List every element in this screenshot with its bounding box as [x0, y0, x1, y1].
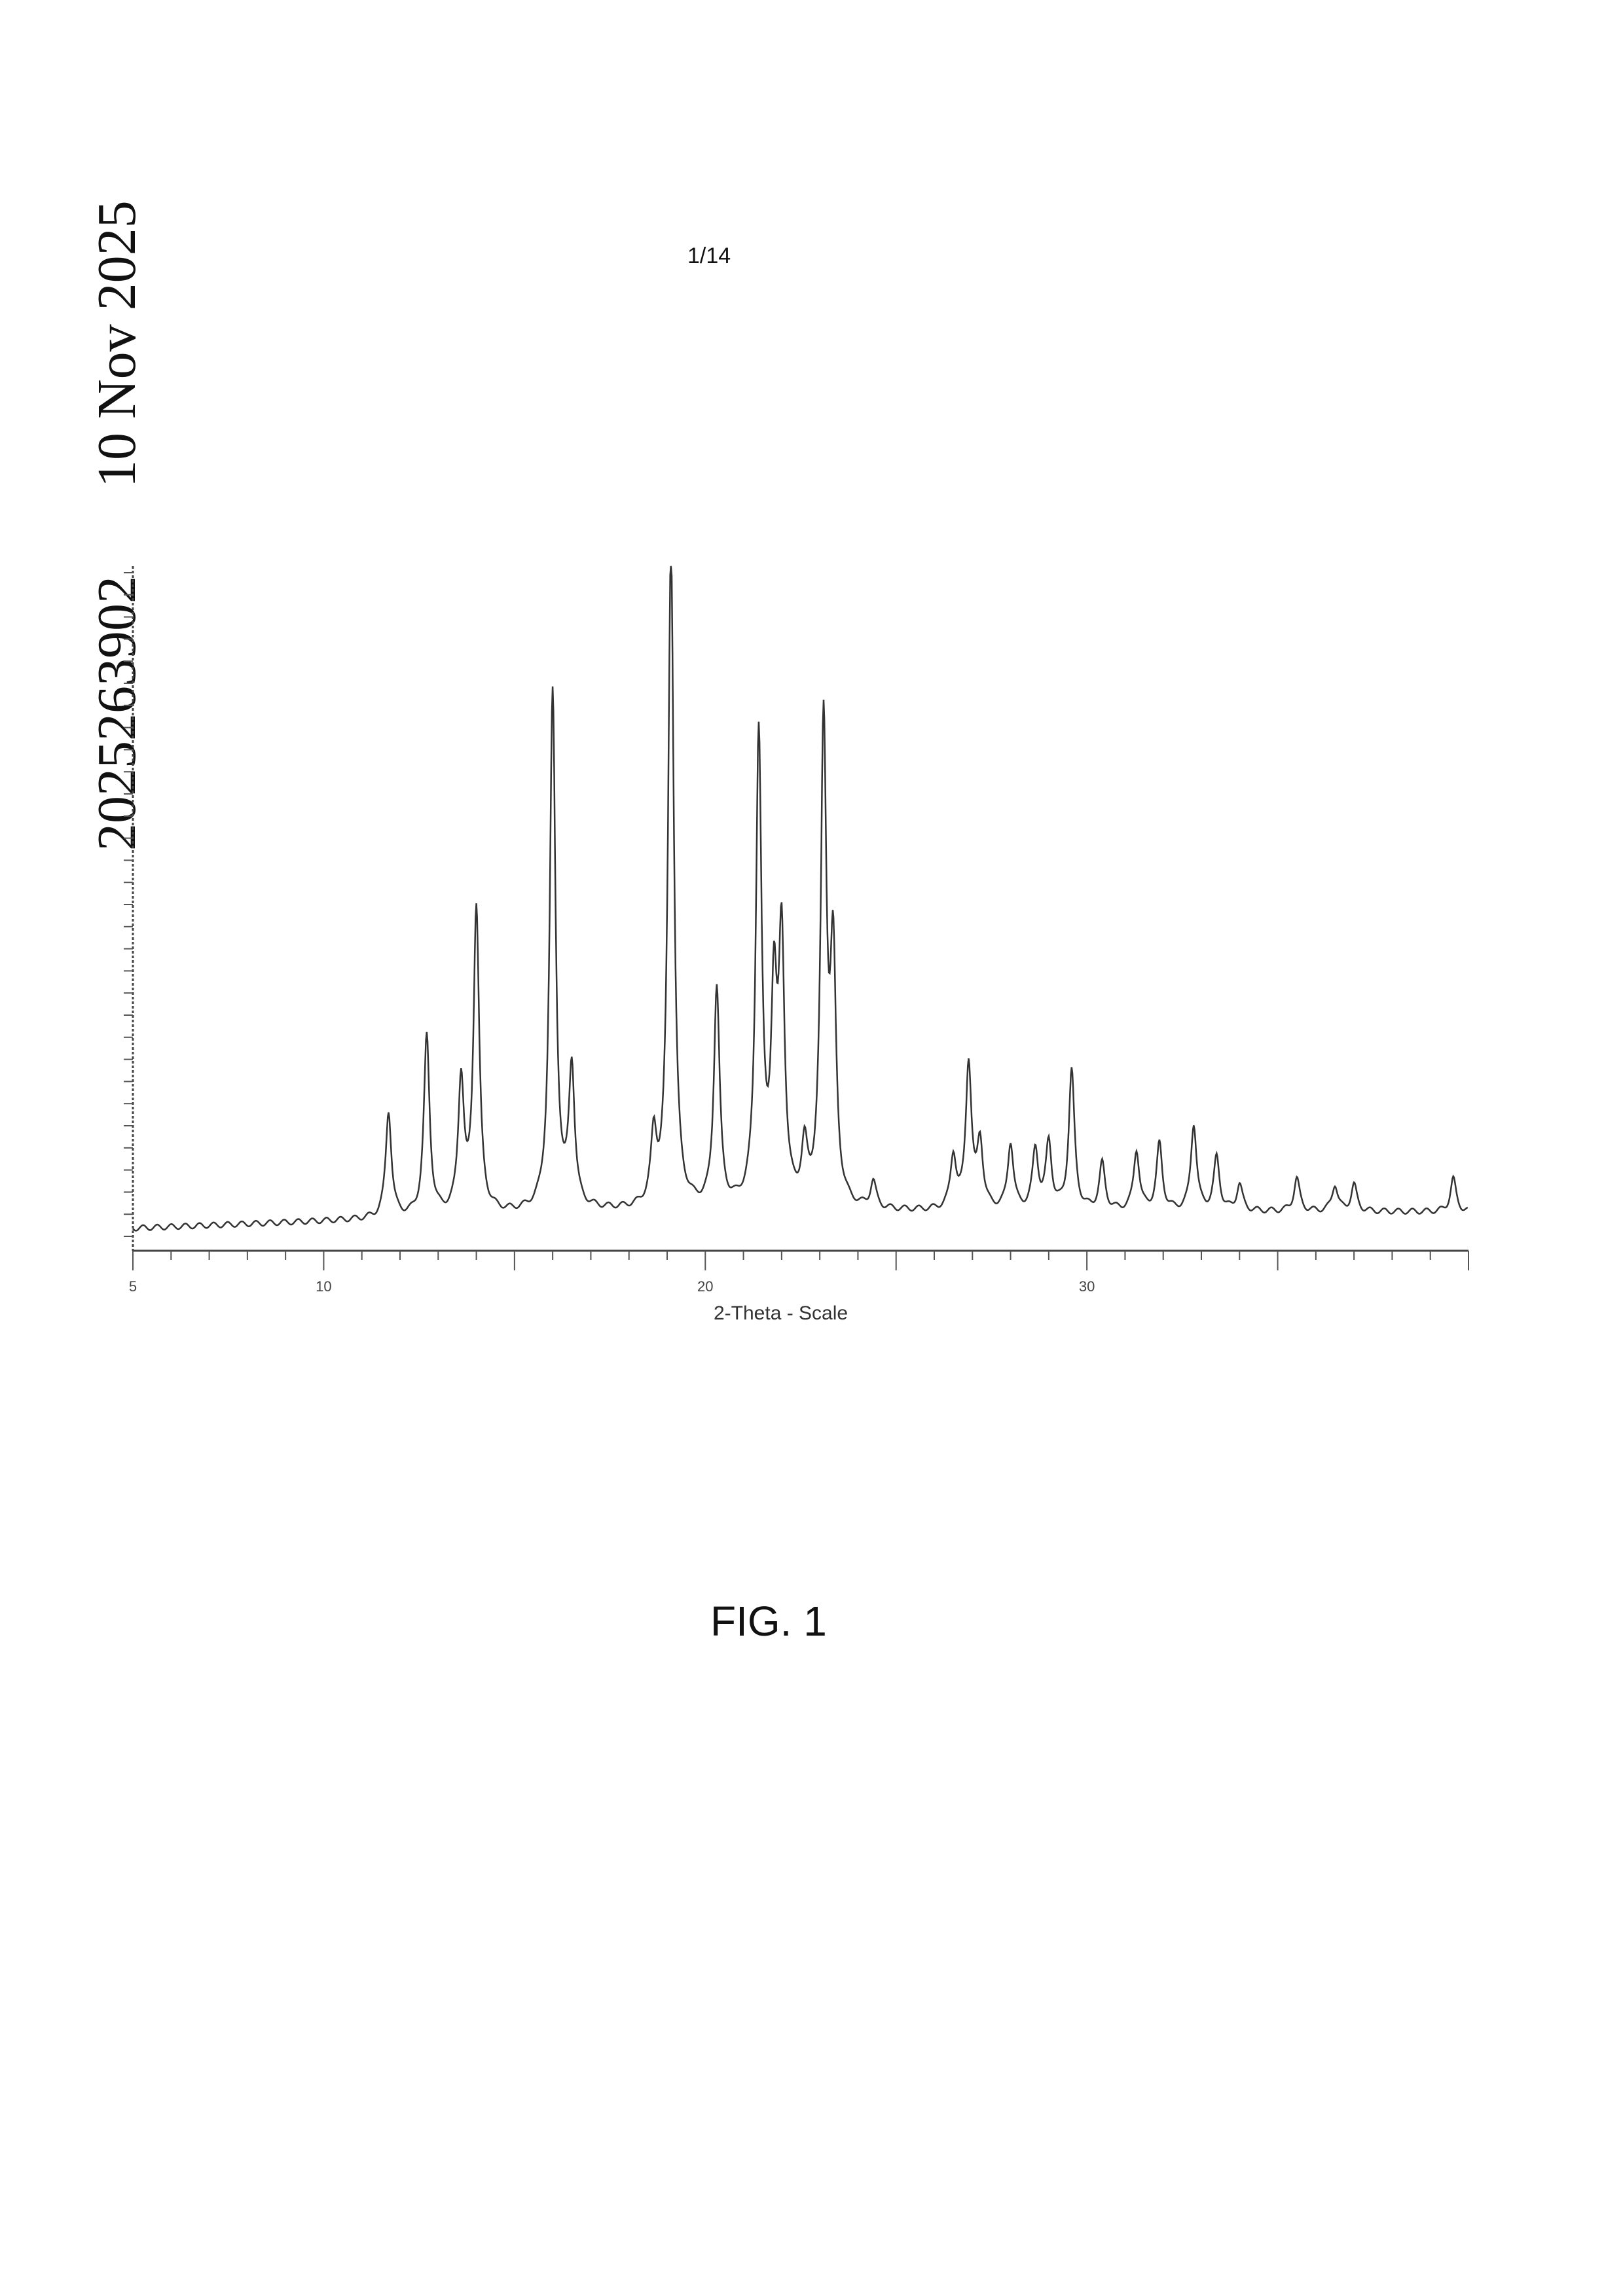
x-tick-label: 20 [697, 1278, 713, 1295]
diffraction-trace [133, 566, 1468, 1231]
x-tick-label: 30 [1079, 1278, 1095, 1295]
patent-drawing-page: 10 Nov 2025 2025263902 1/14 5102030 2-Th… [0, 0, 1623, 2296]
x-tick-label: 5 [129, 1278, 137, 1295]
figure-caption: FIG. 1 [710, 1597, 827, 1645]
xrpd-chart: 5 10 20 30 [0, 0, 1623, 2296]
x-tick-label: 10 [316, 1278, 331, 1295]
x-axis-label: 2-Theta - Scale [714, 1302, 848, 1325]
